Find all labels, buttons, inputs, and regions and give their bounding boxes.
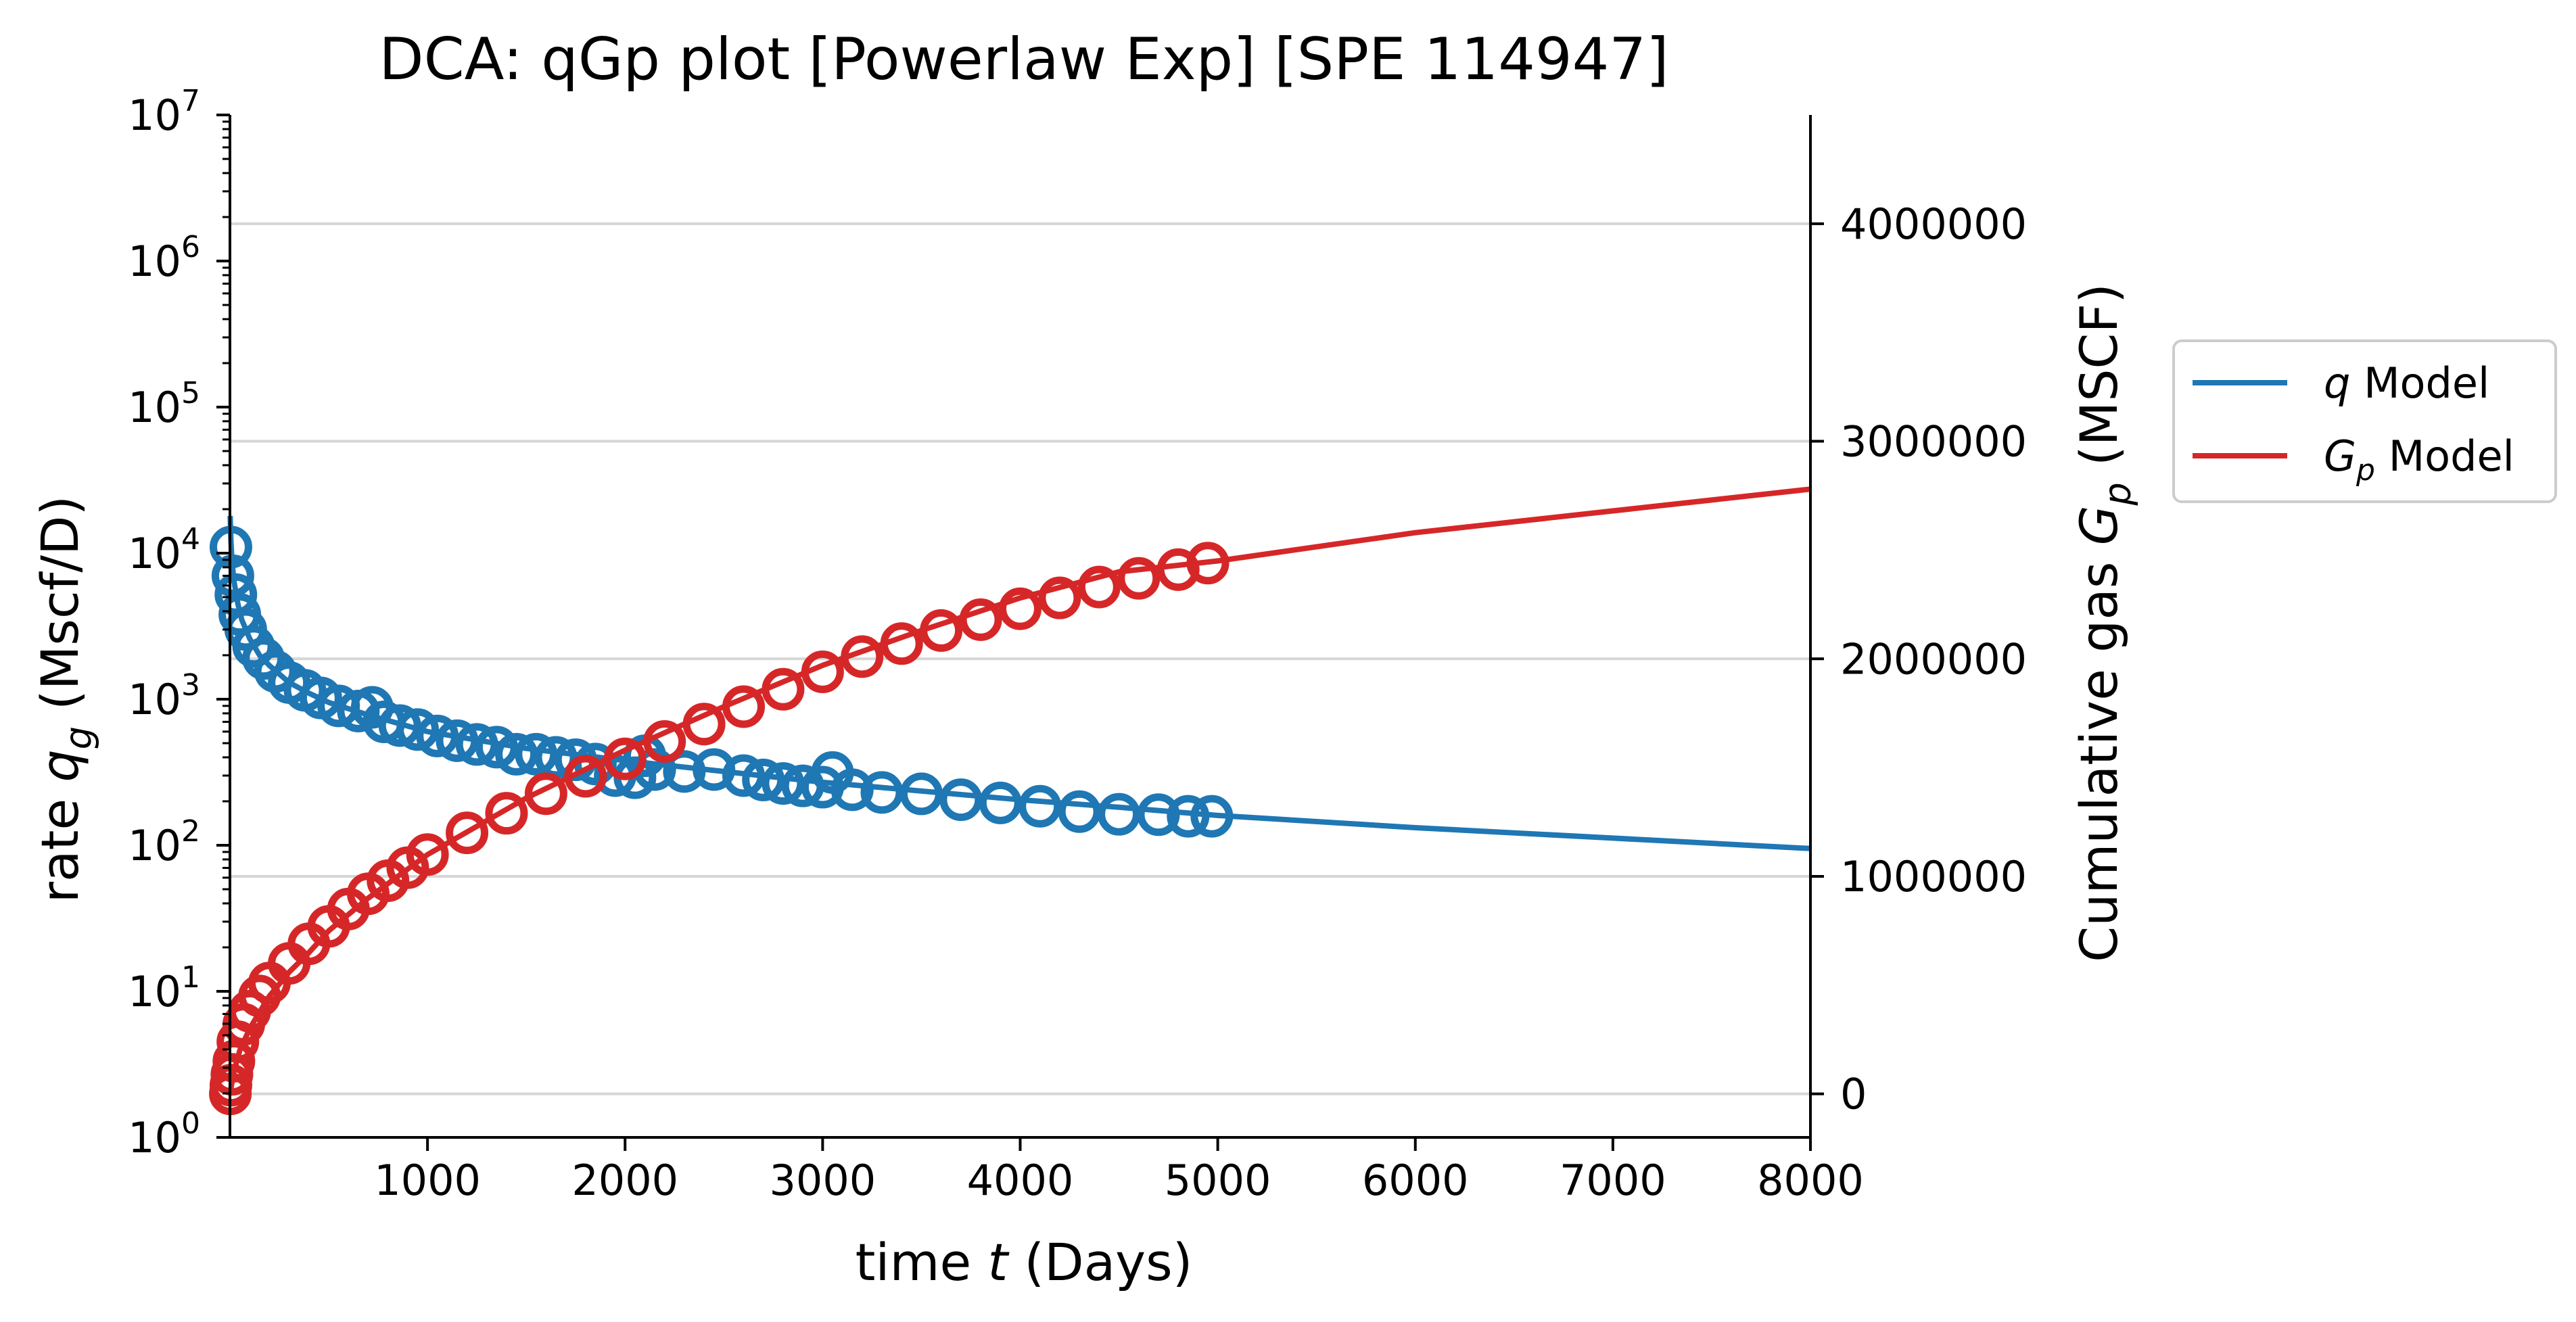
y-left-tick-label-1: 101 <box>128 960 200 1016</box>
gp-data-point-27 <box>841 635 884 678</box>
chart-title: DCA: qGp plot [Powerlaw Exp] [SPE 114947… <box>379 26 1668 93</box>
gp-data-point-33 <box>1077 565 1121 609</box>
q-data-point-30 <box>663 750 706 793</box>
gp-data-point-16 <box>406 833 449 876</box>
q-data-point-18 <box>436 719 479 762</box>
y-right-label-var: G <box>2069 505 2129 545</box>
x-tick-label-1: 2000 <box>571 1156 678 1205</box>
grid-lines <box>230 222 1810 1095</box>
x-axis: 1000 2000 3000 4000 5000 6000 7000 8000 <box>374 1137 1864 1205</box>
q-data-point-38 <box>830 768 874 811</box>
series-layer <box>209 486 1811 1116</box>
y-left-tick-label-2: 102 <box>128 814 200 870</box>
gp-data-point-21 <box>603 737 647 780</box>
q-data-point-45 <box>1098 793 1141 836</box>
q-data-point-44 <box>1058 790 1101 833</box>
y-left-label-pre: rate <box>30 782 90 903</box>
gp-data-point-18 <box>485 792 528 835</box>
y-right-tick-label-4: 4000000 <box>1840 199 2027 249</box>
x-tick-label-0: 1000 <box>374 1156 481 1205</box>
q-data-point-1 <box>211 554 254 597</box>
q-data-point-33 <box>742 758 785 801</box>
q-data-point-48 <box>1190 795 1234 838</box>
y-left-axis-label: rate qg (Mscf/D) <box>30 496 100 903</box>
x-axis-label: time t (Days) <box>856 1232 1193 1292</box>
gp-data-point-19 <box>524 772 567 816</box>
q-data-point-39 <box>860 771 904 814</box>
gp-data-point-25 <box>762 667 805 711</box>
y-right-tick-label-0: 0 <box>1840 1070 1867 1119</box>
q-data-point-21 <box>495 732 538 776</box>
y-right-axis: 0 1000000 2000000 3000000 4000000 <box>1810 199 2027 1119</box>
gp-data-point-17 <box>446 811 489 855</box>
y-left-tick-label-4: 104 <box>128 522 200 578</box>
x-tick-label-3: 4000 <box>967 1156 1074 1205</box>
q-data-point-19 <box>455 723 498 766</box>
q-data-markers <box>209 525 1234 838</box>
y-right-label-sub: p <box>2097 482 2139 506</box>
x-axis-label-post: (Days) <box>1008 1232 1192 1292</box>
y-left-tick-label-5: 105 <box>128 376 200 432</box>
gp-data-point-26 <box>801 651 844 694</box>
y-left-axis: 100 101 102 103 104 105 106 107 <box>128 84 230 1162</box>
y-left-tick-label-0: 100 <box>128 1106 200 1162</box>
x-tick-label-4: 5000 <box>1165 1156 1271 1205</box>
x-tick-label-5: 6000 <box>1362 1156 1469 1205</box>
q-data-point-31 <box>693 748 736 791</box>
x-tick-label-7: 8000 <box>1757 1156 1864 1205</box>
gp-data-point-36 <box>1186 542 1230 585</box>
legend-label-0: q Model <box>2324 358 2489 408</box>
gp-data-point-24 <box>722 685 766 728</box>
q-data-point-34 <box>762 762 805 805</box>
gp-data-point-29 <box>920 609 963 652</box>
y-left-tick-label-7: 107 <box>128 84 200 140</box>
legend-label-1: Gp Model <box>2324 431 2514 488</box>
q-data-point-20 <box>475 726 518 769</box>
y-left-tick-label-3: 103 <box>128 668 200 724</box>
y-left-label-post: (Mscf/D) <box>30 496 90 726</box>
q-data-point-47 <box>1167 795 1210 838</box>
y-left-tick-label-6: 106 <box>128 230 200 286</box>
gp-data-point-35 <box>1156 548 1200 591</box>
gp-data-point-22 <box>643 720 686 763</box>
q-data-point-32 <box>722 754 766 797</box>
y-right-tick-label-3: 3000000 <box>1840 417 2027 467</box>
q-data-point-17 <box>416 714 459 757</box>
legend: q Model Gp Model <box>2172 339 2557 503</box>
q-data-point-15 <box>378 704 421 747</box>
gp-data-markers <box>209 542 1230 1116</box>
y-left-label-sub: g <box>57 726 100 749</box>
x-axis-label-var: t <box>987 1232 1010 1292</box>
x-tick-label-6: 7000 <box>1560 1156 1666 1205</box>
gp-data-point-30 <box>959 598 1002 641</box>
gp-data-point-31 <box>999 587 1041 630</box>
y-right-axis-label: Cumulative gas Gp (MSCF) <box>2069 283 2139 962</box>
q-data-point-42 <box>979 781 1022 824</box>
gp-data-point-34 <box>1117 557 1161 600</box>
gp-data-point-23 <box>682 703 726 746</box>
gp-data-point-28 <box>880 622 923 665</box>
q-data-point-46 <box>1137 793 1180 836</box>
gp-model-line <box>227 486 1811 1095</box>
q-data-point-16 <box>396 708 440 751</box>
x-axis-label-pre: time <box>856 1232 988 1292</box>
y-right-label-post: (MSCF) <box>2069 283 2129 482</box>
gp-data-point-3 <box>212 1039 256 1083</box>
q-data-point-40 <box>899 772 943 816</box>
y-right-label-pre: Cumulative gas <box>2069 545 2129 962</box>
gp-data-point-32 <box>1038 576 1081 619</box>
y-right-tick-label-2: 2000000 <box>1840 634 2027 684</box>
gp-data-point-20 <box>564 755 607 798</box>
y-right-tick-label-1: 1000000 <box>1840 852 2027 901</box>
q-data-point-22 <box>515 732 558 776</box>
y-left-label-var: q <box>30 749 90 782</box>
q-data-point-43 <box>1018 784 1062 828</box>
q-data-point-41 <box>939 778 983 822</box>
x-tick-label-2: 3000 <box>769 1156 876 1205</box>
